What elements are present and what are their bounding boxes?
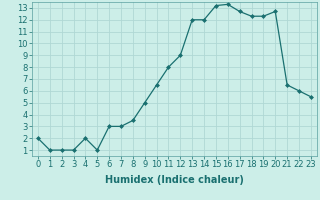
X-axis label: Humidex (Indice chaleur): Humidex (Indice chaleur) xyxy=(105,175,244,185)
